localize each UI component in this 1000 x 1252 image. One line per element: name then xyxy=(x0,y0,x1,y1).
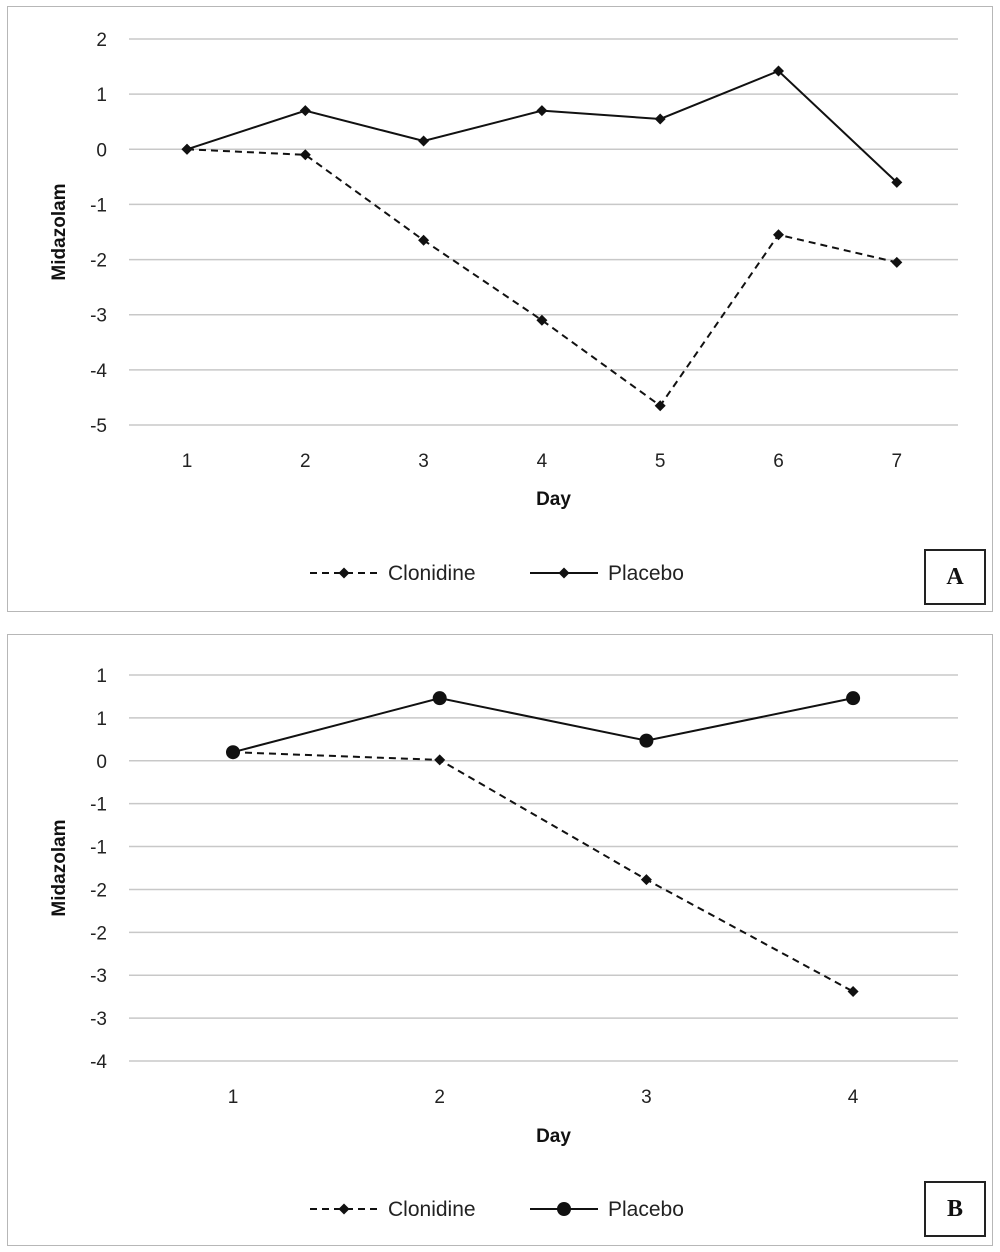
series-clonidine xyxy=(227,746,859,998)
x-tick-label: 4 xyxy=(848,1087,859,1108)
series-line-clonidine xyxy=(186,148,898,408)
chart-panel-b: 1 1 0 -1 -1 -2 -2 -3 -3 -4 1 2 3 4 Day Midazolam Clonidi… xyxy=(7,634,993,1246)
data-point xyxy=(654,400,666,412)
data-point xyxy=(418,135,430,147)
series-placebo xyxy=(181,65,903,188)
data-point xyxy=(773,65,784,77)
y-tick-label: -3 xyxy=(90,1009,107,1030)
legend-item-placebo: Placebo xyxy=(530,562,684,585)
x-axis-title: Day xyxy=(536,1126,571,1147)
x-tick-label: 2 xyxy=(434,1087,445,1108)
x-tick-label: 5 xyxy=(655,451,666,472)
legend-label: Clonidine xyxy=(388,562,476,585)
data-point xyxy=(640,874,652,886)
y-tick-label: -4 xyxy=(90,361,107,382)
legend-item-clonidine: Clonidine xyxy=(310,1198,476,1221)
x-tick-label: 7 xyxy=(892,451,903,472)
data-point xyxy=(847,986,859,998)
data-point xyxy=(773,229,784,241)
y-tick-label: -4 xyxy=(90,1052,107,1073)
data-point xyxy=(299,149,311,161)
data-point xyxy=(434,754,446,766)
series-clonidine xyxy=(181,143,903,412)
y-axis-title: Midazolam xyxy=(49,819,70,916)
x-tick-label: 6 xyxy=(773,451,784,472)
data-point xyxy=(891,256,903,268)
y-tick-label: -1 xyxy=(90,838,107,859)
data-point xyxy=(432,691,447,706)
legend: Clonidine Placebo xyxy=(310,562,684,585)
y-tick-label: 1 xyxy=(96,709,107,730)
y-tick-label: 1 xyxy=(96,666,107,687)
legend-label: Clonidine xyxy=(388,1198,476,1221)
data-point xyxy=(536,314,548,326)
series-line-placebo xyxy=(232,697,854,754)
legend: Clonidine Placebo xyxy=(310,1198,684,1221)
y-tick-label: 2 xyxy=(96,30,107,51)
x-tick-label: 3 xyxy=(641,1087,652,1108)
data-point xyxy=(654,113,666,125)
x-tick-label: 2 xyxy=(300,451,311,472)
legend-marker xyxy=(558,567,570,579)
series-line-clonidine xyxy=(232,751,854,993)
y-tick-label: 0 xyxy=(96,140,107,161)
legend-label: Placebo xyxy=(608,1198,684,1221)
data-point xyxy=(299,105,311,117)
x-tick-label: 1 xyxy=(182,451,193,472)
series-placebo xyxy=(226,691,861,760)
y-tick-label: -2 xyxy=(90,251,107,272)
data-point xyxy=(418,234,430,246)
series-line-placebo xyxy=(186,69,898,184)
legend-item-clonidine: Clonidine xyxy=(310,562,476,585)
y-tick-label: 0 xyxy=(96,752,107,773)
x-tick-label: 3 xyxy=(418,451,429,472)
x-tick-label: 4 xyxy=(537,451,548,472)
legend-marker xyxy=(338,1203,350,1215)
data-point xyxy=(846,691,861,706)
chart-a-svg: 2 1 0 -1 -2 -3 -4 -5 1 2 3 4 5 6 7 Day Midazolam Clonidin… xyxy=(49,30,958,585)
panel-label-b: B xyxy=(924,1181,986,1237)
y-tick-label: -1 xyxy=(90,795,107,816)
data-point xyxy=(181,143,193,155)
y-tick-label: -2 xyxy=(90,923,107,944)
legend-marker xyxy=(338,567,350,579)
data-point xyxy=(536,105,548,117)
x-tick-label: 1 xyxy=(228,1087,239,1108)
chart-panel-a: 2 1 0 -1 -2 -3 -4 -5 1 2 3 4 5 6 7 Day Midazolam Clonidin… xyxy=(7,6,993,612)
y-tick-label: -3 xyxy=(90,306,107,327)
chart-b-svg: 1 1 0 -1 -1 -2 -2 -3 -3 -4 1 2 3 4 Day Midazolam Clonidi… xyxy=(49,666,958,1221)
legend-marker xyxy=(557,1202,571,1216)
legend-item-placebo: Placebo xyxy=(530,1198,684,1221)
y-axis-title: Midazolam xyxy=(49,183,70,280)
panel-label-a: A xyxy=(924,549,986,605)
data-point xyxy=(891,176,903,188)
y-tick-label: -5 xyxy=(90,416,107,437)
legend-label: Placebo xyxy=(608,562,684,585)
y-tick-label: -3 xyxy=(90,966,107,987)
y-tick-label: -1 xyxy=(90,195,107,216)
y-tick-label: 1 xyxy=(96,85,107,106)
y-tick-label: -2 xyxy=(90,880,107,901)
data-point xyxy=(226,745,240,760)
data-point xyxy=(639,733,654,748)
x-axis-title: Day xyxy=(536,489,571,510)
